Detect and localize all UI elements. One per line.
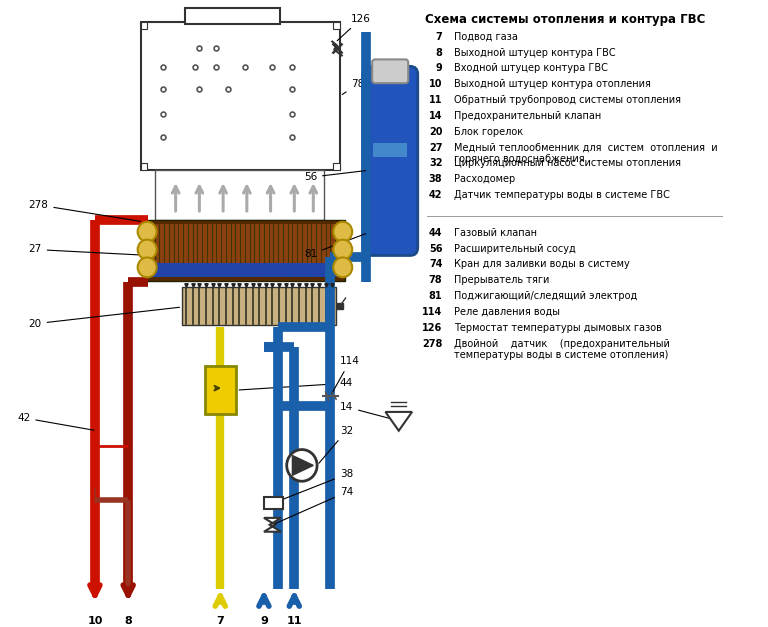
Text: 42: 42	[429, 190, 442, 200]
Text: 11: 11	[286, 616, 302, 626]
Text: Термостат температуры дымовых газов: Термостат температуры дымовых газов	[454, 323, 662, 333]
Bar	[333, 22, 340, 29]
Circle shape	[333, 240, 353, 260]
Text: Схема системы отопления и контура ГВС: Схема системы отопления и контура ГВС	[425, 13, 705, 26]
Polygon shape	[386, 412, 412, 431]
Text: Прерыватель тяги: Прерыватель тяги	[454, 275, 549, 285]
Text: 8: 8	[435, 48, 442, 58]
Text: Циркуляционный насос системы отопления: Циркуляционный насос системы отопления	[454, 159, 680, 169]
Text: 114: 114	[422, 307, 442, 317]
Text: 114: 114	[332, 356, 359, 394]
Text: Выходной штуцер контура ГВС: Выходной штуцер контура ГВС	[454, 48, 615, 58]
Text: 44: 44	[239, 378, 353, 390]
Text: Предохранительный клапан: Предохранительный клапан	[454, 111, 601, 121]
Text: 20: 20	[28, 307, 180, 329]
Text: 9: 9	[260, 616, 268, 626]
Circle shape	[137, 240, 157, 260]
Text: 126: 126	[422, 323, 442, 333]
Text: 27: 27	[429, 142, 442, 152]
Circle shape	[137, 258, 157, 277]
Circle shape	[333, 258, 353, 277]
Text: Расходомер: Расходомер	[454, 174, 515, 184]
Text: 56: 56	[429, 243, 442, 253]
Text: Обратный трубопровод системы отопления: Обратный трубопровод системы отопления	[454, 95, 680, 105]
Text: Двойной    датчик    (предохранительный
температуры воды в системе отопления): Двойной датчик (предохранительный темпер…	[454, 339, 670, 361]
Text: Датчик температуры воды в системе ГВС: Датчик температуры воды в системе ГВС	[454, 190, 670, 200]
Bar	[182, 287, 336, 325]
Polygon shape	[264, 518, 281, 532]
Text: Кран для заливки воды в систему: Кран для заливки воды в систему	[454, 260, 630, 270]
Polygon shape	[293, 455, 313, 475]
Text: 126: 126	[337, 14, 371, 41]
Text: 81: 81	[429, 291, 442, 301]
Bar	[149, 263, 341, 277]
Text: 20: 20	[429, 127, 442, 137]
Text: Входной штуцер контура ГВС: Входной штуцер контура ГВС	[454, 63, 607, 73]
Text: 7: 7	[435, 32, 442, 41]
Text: 8: 8	[124, 616, 132, 626]
Text: Реле давления воды: Реле давления воды	[454, 307, 560, 317]
Text: Газовый клапан: Газовый клапан	[454, 228, 537, 238]
Text: 10: 10	[429, 79, 442, 89]
Text: 74: 74	[429, 260, 442, 270]
Text: Расширительный сосуд: Расширительный сосуд	[454, 243, 575, 253]
Text: Блок горелок: Блок горелок	[454, 127, 523, 137]
Text: Выходной штуцер контура отопления: Выходной штуцер контура отопления	[454, 79, 650, 89]
Circle shape	[137, 222, 157, 241]
Text: 11: 11	[429, 95, 442, 105]
Text: 32: 32	[319, 426, 353, 463]
Text: Подвод газа: Подвод газа	[454, 32, 518, 41]
Text: Поджигающий/следящий электрод: Поджигающий/следящий электрод	[454, 291, 637, 301]
Bar	[141, 22, 340, 171]
Text: 81: 81	[304, 234, 366, 260]
Bar	[264, 497, 283, 509]
FancyBboxPatch shape	[372, 60, 409, 83]
Bar	[185, 8, 280, 24]
Text: 10: 10	[88, 616, 103, 626]
Circle shape	[286, 450, 317, 482]
Text: 56: 56	[304, 171, 366, 182]
Text: 14: 14	[340, 402, 396, 420]
Bar	[141, 164, 147, 171]
Text: 38: 38	[429, 174, 442, 184]
Text: 38: 38	[276, 469, 353, 502]
Bar	[145, 220, 345, 282]
Text: 9: 9	[435, 63, 442, 73]
Bar	[373, 142, 407, 157]
Text: 278: 278	[422, 339, 442, 349]
Text: 14: 14	[429, 111, 442, 121]
Text: Медный теплообменник для  систем  отопления  и
горячего водоснабжения: Медный теплообменник для систем отоплени…	[454, 142, 717, 164]
Text: 42: 42	[17, 413, 94, 430]
Bar	[205, 366, 237, 414]
Bar	[149, 224, 341, 277]
Text: 7: 7	[217, 616, 224, 626]
Text: 27: 27	[28, 245, 147, 255]
Text: 278: 278	[28, 200, 141, 221]
Bar	[154, 171, 324, 220]
Text: 78: 78	[343, 79, 365, 95]
Text: 74: 74	[275, 487, 353, 524]
Text: 44: 44	[429, 228, 442, 238]
Bar	[141, 22, 147, 29]
Circle shape	[333, 222, 353, 241]
Bar	[333, 164, 340, 171]
FancyBboxPatch shape	[362, 66, 418, 255]
Text: 32: 32	[429, 159, 442, 169]
Text: 78: 78	[429, 275, 442, 285]
